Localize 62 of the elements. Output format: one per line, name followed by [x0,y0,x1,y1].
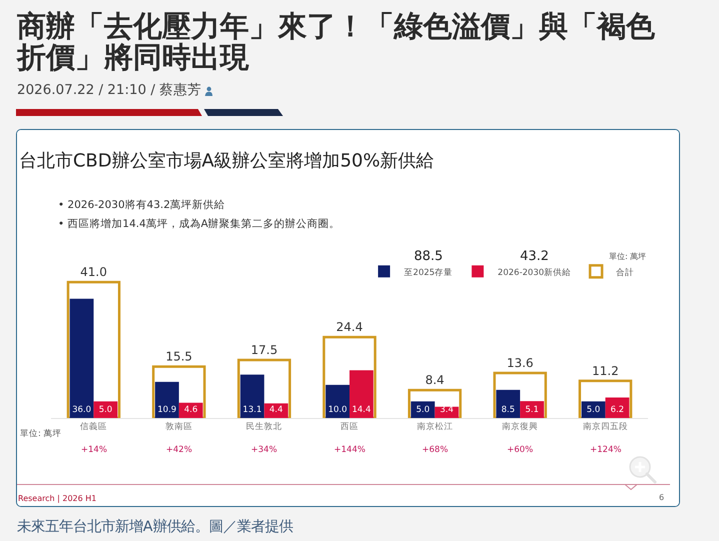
data-label: 5.0 [98,405,112,415]
data-label: 5.0 [586,405,600,415]
text: 43.2 [520,249,549,264]
text: +124% [590,445,622,455]
bar [155,382,179,418]
text: +14% [81,445,108,455]
text: +60% [507,445,534,455]
data-label: 36.0 [72,405,92,415]
bar [70,298,94,418]
x-tick-label: 南京松江 [416,421,453,432]
x-tick-label: 西區 [340,421,358,432]
data-label: 11.2 [592,364,619,378]
legend-label: 至2025存量 [404,266,453,278]
data-label: 10.0 [328,405,348,415]
bar [326,384,350,418]
bar [240,374,264,418]
text: 2026.07.22 / 21:10 / 蔡惠芳 [17,82,202,98]
data-label: 4.4 [269,405,283,415]
text: 商辦「去化壓力年」來了！「綠色溢價」與「褐色折價」將同時出現 [17,9,656,74]
bar [520,401,544,418]
bar [410,401,435,418]
data-label: 13.6 [506,356,534,370]
text: 未來五年台北市新增A辦供給。圖／業者提供 [17,518,293,536]
x-tick-label: 敦南區 [165,421,192,432]
data-label: 5.0 [416,405,430,415]
data-label: 6.2 [610,405,624,415]
legend-label: 2026-2030新供給 [498,266,572,278]
text: 單位: 萬坪 [609,252,646,261]
text: +42% [166,445,192,455]
x-tick-label: 信義區 [80,421,108,432]
text: 單位: 萬坪 [20,428,62,439]
data-label: 8.4 [425,373,444,388]
x-tick-label: 南京復興 [502,421,538,432]
data-label: 13.1 [242,405,262,415]
text: • 西區將增加14.4萬坪，成為A辦聚集第二多的辦公商圈。 [58,217,340,232]
text: 6 [659,493,664,503]
bar [496,390,520,418]
data-label: 8.5 [501,405,515,415]
data-label: 17.5 [250,343,278,358]
bar [581,401,606,418]
text: • 2026-2030將有43.2萬坪新供給 [58,198,226,213]
data-label: 5.1 [525,405,539,415]
data-label: 15.5 [166,350,192,364]
bar [605,397,630,418]
data-label: 24.4 [336,320,363,334]
legend-label: 合計 [616,266,634,278]
chart-title: 台北市CBD辦公室市場A級辦公室將增加50%新供給 [18,150,434,172]
text: Research | 2026 H1 [18,494,96,504]
bar [94,401,118,418]
data-label: 4.6 [184,405,198,415]
data-label: 10.9 [158,405,176,415]
text: +68% [422,445,448,455]
data-label: 41.0 [80,265,108,280]
x-tick-label: 民生敦北 [246,421,282,432]
text: +144% [334,445,366,455]
bar [264,403,288,418]
bar [350,370,374,418]
x-tick-label: 南京四五段 [582,421,628,432]
bar [66,280,120,418]
text: +34% [251,445,278,455]
data-label: 14.4 [352,405,371,415]
text: 88.5 [414,249,443,264]
